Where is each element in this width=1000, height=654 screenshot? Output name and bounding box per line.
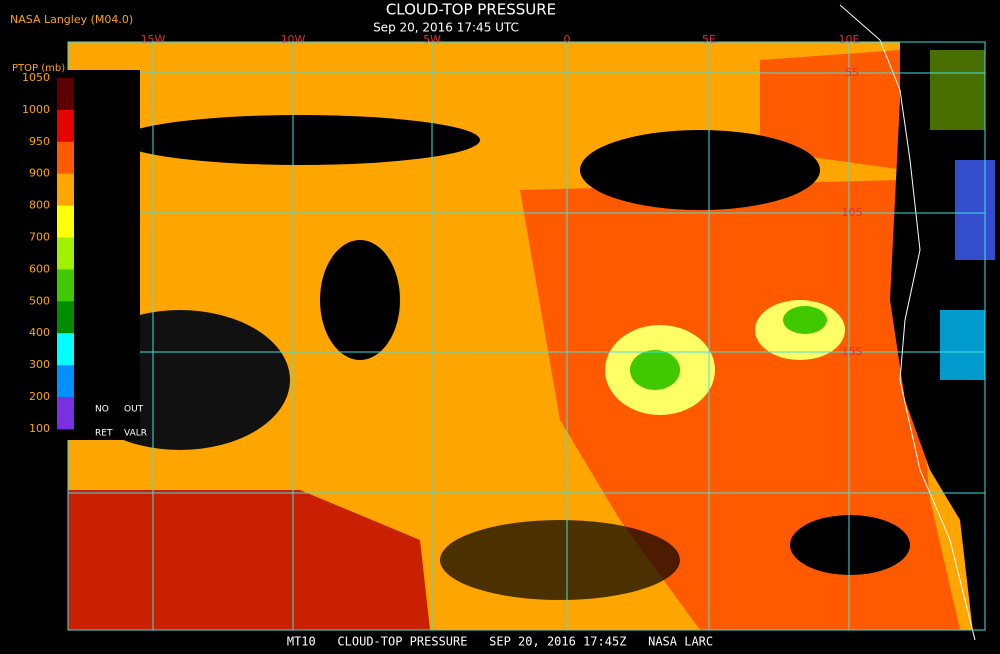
clear-sky (440, 520, 680, 600)
clear-sky (790, 515, 910, 575)
legend-level: 900 (29, 167, 50, 180)
legend-note: RET (95, 429, 113, 439)
longitude-label: 10W (281, 33, 306, 46)
latitude-label: 5S (845, 66, 859, 79)
longitude-label: 10E (839, 33, 860, 46)
legend-swatch (57, 173, 74, 207)
legend-note: OUT (124, 405, 144, 415)
legend-level: 1050 (22, 71, 50, 84)
high-cloud (783, 306, 827, 334)
land-cloud (955, 160, 995, 260)
legend-level: 950 (29, 135, 50, 148)
legend-level: 1000 (22, 103, 50, 116)
subtitle: Sep 20, 2016 17:45 UTC (373, 21, 519, 35)
legend-level: 400 (29, 326, 50, 339)
cloud-region (68, 490, 430, 630)
legend-swatch (57, 269, 74, 302)
legend-level: 800 (29, 199, 50, 212)
legend-swatch (57, 397, 74, 430)
legend-level: 100 (29, 422, 50, 435)
latitude-label: 15S (842, 345, 863, 358)
footer: MT10 CLOUD-TOP PRESSURE SEP 20, 2016 17:… (287, 635, 713, 649)
legend-swatch (57, 109, 74, 143)
graticule: 15W 10W 5W 0 5E 10E 5S 10S 15S (67, 33, 986, 631)
legend-level: 300 (29, 358, 50, 371)
land-cloud (930, 50, 985, 130)
longitude-label: 15W (141, 33, 166, 46)
legend-level: 700 (29, 231, 50, 244)
longitude-label: 0 (564, 33, 571, 46)
legend: PTOP (mb)1050 1000 950 900 800 700 600 500 400 30… (0, 63, 147, 440)
legend-swatch (57, 78, 74, 111)
legend-level: 600 (29, 262, 50, 275)
legend-swatch (57, 365, 74, 398)
land-cloud (940, 310, 985, 380)
credit: NASA Langley (M04.0) (10, 13, 133, 26)
legend-swatch (57, 333, 74, 366)
legend-note: NO (95, 405, 109, 415)
clear-sky (320, 240, 400, 360)
longitude-label: 5W (423, 33, 441, 46)
latitude-label: 10S (842, 206, 863, 219)
coastline (839, 4, 976, 641)
legend-swatch (57, 237, 74, 270)
cloud-region (760, 50, 905, 170)
legend-swatch (57, 205, 74, 238)
legend-level: 500 (29, 294, 50, 307)
legend-swatch (57, 141, 74, 175)
legend-title: PTOP (mb) (12, 63, 65, 74)
longitude-label: 5E (702, 33, 716, 46)
legend-swatch (57, 301, 74, 334)
clear-sky (580, 130, 820, 210)
clear-sky (120, 115, 480, 165)
map (68, 0, 1000, 650)
legend-level: 200 (29, 390, 50, 403)
legend-note: VALR (124, 429, 147, 439)
title: CLOUD-TOP PRESSURE (386, 1, 556, 19)
high-cloud (630, 350, 680, 390)
